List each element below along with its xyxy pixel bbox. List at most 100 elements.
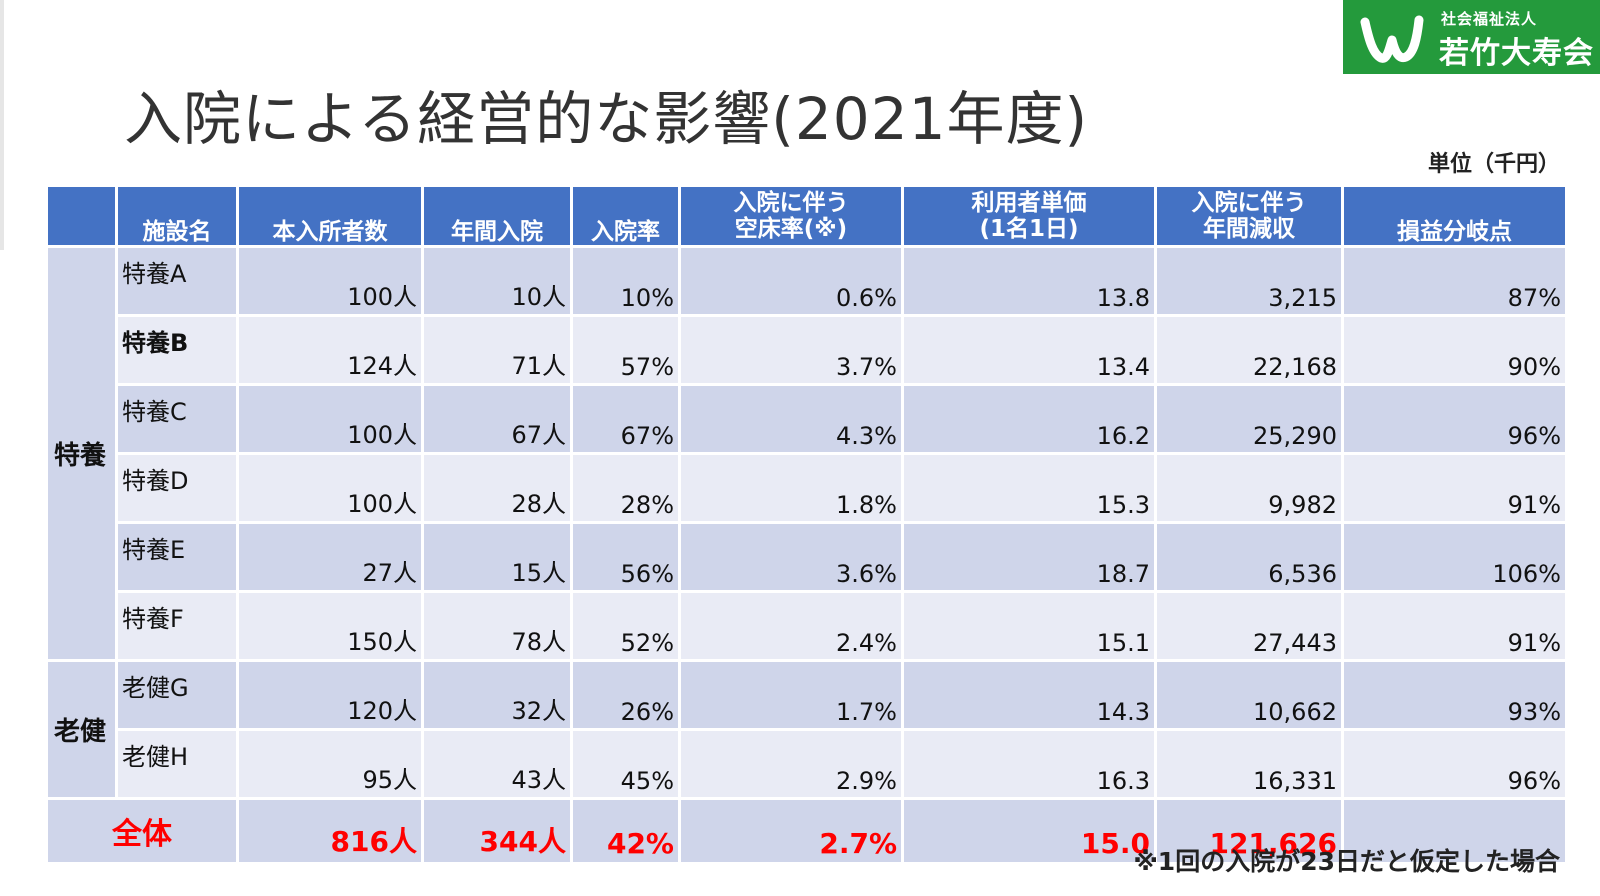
revenue-loss-cell: 27,443 [1154, 590, 1344, 662]
unit-price-cell: 15.1 [901, 590, 1157, 662]
table-header-row: 施設名 本入所者数 年間入院 入院率 入院に伴う 空床率(※) 利用者単価 (1… [45, 184, 1568, 248]
unit-price-cell: 15.3 [901, 452, 1157, 524]
unit-price-cell: 18.7 [901, 521, 1157, 593]
logo-subtitle: 社会福祉法人 [1441, 10, 1538, 28]
residents-cell: 124人 [236, 314, 424, 386]
unit-price-cell: 13.8 [901, 245, 1157, 317]
admissions-cell: 28人 [421, 452, 573, 524]
table-row: 特養C 100人 67人 67% 4.3% 16.2 25,290 96% [47, 383, 1568, 455]
header-vacancy-rate-line1: 入院に伴う [733, 189, 849, 216]
vacancy-rate-cell: 1.8% [678, 452, 904, 524]
facility-name: 特養D [115, 452, 239, 524]
admission-rate-cell: 26% [570, 659, 681, 731]
facility-name: 特養A [115, 245, 239, 317]
table-row: 老健 老健G 120人 32人 26% 1.7% 14.3 10,662 93% [45, 659, 1568, 800]
total-revenue-loss-cell: 121,626 [1154, 797, 1344, 865]
table-row: 特養B 124人 71人 57% 3.7% 13.4 22,168 90% [47, 314, 1568, 386]
residents-cell: 120人 [236, 659, 424, 731]
total-unit-price-cell: 15.0 [901, 797, 1157, 865]
total-breakeven-cell [1341, 797, 1568, 865]
admissions-cell: 32人 [421, 659, 573, 731]
admission-rate-cell: 28% [570, 452, 681, 524]
wakatake-logo-mark-icon [1360, 15, 1424, 63]
admission-rate-cell: 56% [570, 521, 681, 593]
header-breakeven: 損益分岐点 [1341, 184, 1568, 248]
header-revenue-loss: 入院に伴う 年間減収 [1154, 184, 1344, 248]
vacancy-rate-cell: 1.7% [678, 659, 904, 731]
breakeven-cell: 90% [1341, 314, 1568, 386]
group-label-roken: 老健 [45, 659, 118, 800]
admissions-cell: 67人 [421, 383, 573, 455]
breakeven-cell: 91% [1341, 452, 1568, 524]
breakeven-cell: 96% [1341, 728, 1568, 800]
facility-name: 特養E [115, 521, 239, 593]
admission-rate-cell: 52% [570, 590, 681, 662]
vacancy-rate-cell: 3.7% [678, 314, 904, 386]
header-facility: 施設名 [115, 184, 239, 248]
revenue-loss-cell: 25,290 [1154, 383, 1344, 455]
admissions-cell: 15人 [421, 521, 573, 593]
header-vacancy-rate-line2: 空床率(※) [734, 216, 848, 242]
residents-cell: 150人 [236, 590, 424, 662]
total-label: 全体 [45, 797, 239, 865]
facility-name: 老健H [115, 728, 239, 800]
page-title: 入院による経営的な影響(2021年度) [124, 85, 1089, 153]
admissions-cell: 78人 [421, 590, 573, 662]
vacancy-rate-cell: 2.9% [678, 728, 904, 800]
header-unit-price-line2: (1名1日) [979, 216, 1079, 242]
organization-logo: 社会福祉法人 若竹大寿会 [1343, 0, 1600, 74]
breakeven-cell: 87% [1341, 245, 1568, 317]
table-row: 老健H 95人 43人 45% 2.9% 16.3 16,331 96% [47, 728, 1568, 800]
impact-table: 施設名 本入所者数 年間入院 入院率 入院に伴う 空床率(※) 利用者単価 (1… [45, 184, 1568, 865]
total-admissions-cell: 344人 [421, 797, 573, 865]
breakeven-cell: 93% [1341, 659, 1568, 731]
breakeven-cell: 91% [1341, 590, 1568, 662]
table-row: 特養 特養A 100人 10人 10% 0.6% 13.8 3,215 87% [45, 245, 1568, 662]
header-residents: 本入所者数 [236, 184, 424, 248]
left-edge-bar [0, 0, 4, 250]
unit-price-cell: 16.3 [901, 728, 1157, 800]
admissions-cell: 43人 [421, 728, 573, 800]
admissions-cell: 71人 [421, 314, 573, 386]
total-row: 全体 816人 344人 42% 2.7% 15.0 121,626 [45, 797, 1568, 865]
admission-rate-cell: 67% [570, 383, 681, 455]
table-row: 特養D 100人 28人 28% 1.8% 15.3 9,982 91% [47, 452, 1568, 524]
unit-price-cell: 13.4 [901, 314, 1157, 386]
admissions-cell: 10人 [421, 245, 573, 317]
header-unit-price-line1: 利用者単価 [971, 189, 1087, 216]
facility-name: 特養B [115, 314, 239, 386]
revenue-loss-cell: 3,215 [1154, 245, 1344, 317]
group-label-tokuyo: 特養 [45, 245, 118, 662]
breakeven-cell: 106% [1341, 521, 1568, 593]
admission-rate-cell: 45% [570, 728, 681, 800]
revenue-loss-cell: 10,662 [1154, 659, 1344, 731]
table-row: 特養E 27人 15人 56% 3.6% 18.7 6,536 106% [47, 521, 1568, 593]
breakeven-cell: 96% [1341, 383, 1568, 455]
facility-name: 老健G [115, 659, 239, 731]
table-row: 特養F 150人 78人 52% 2.4% 15.1 27,443 91% [47, 590, 1568, 662]
unit-label: 単位（千円） [1427, 152, 1560, 177]
logo-name: 若竹大寿会 [1439, 36, 1594, 71]
header-admission-rate: 入院率 [570, 184, 681, 248]
admission-rate-cell: 57% [570, 314, 681, 386]
header-unit-price: 利用者単価 (1名1日) [901, 184, 1157, 248]
unit-price-cell: 16.2 [901, 383, 1157, 455]
facility-name: 特養C [115, 383, 239, 455]
header-group [45, 184, 118, 248]
vacancy-rate-cell: 3.6% [678, 521, 904, 593]
total-vacancy-rate-cell: 2.7% [678, 797, 904, 865]
facility-name: 特養F [115, 590, 239, 662]
header-revenue-loss-line1: 入院に伴う [1191, 189, 1307, 216]
revenue-loss-cell: 16,331 [1154, 728, 1344, 800]
total-admission-rate-cell: 42% [570, 797, 681, 865]
vacancy-rate-cell: 2.4% [678, 590, 904, 662]
residents-cell: 95人 [236, 728, 424, 800]
header-vacancy-rate: 入院に伴う 空床率(※) [678, 184, 904, 248]
residents-cell: 100人 [236, 383, 424, 455]
residents-cell: 100人 [236, 245, 424, 317]
revenue-loss-cell: 9,982 [1154, 452, 1344, 524]
vacancy-rate-cell: 0.6% [678, 245, 904, 317]
vacancy-rate-cell: 4.3% [678, 383, 904, 455]
residents-cell: 27人 [236, 521, 424, 593]
total-residents-cell: 816人 [236, 797, 424, 865]
